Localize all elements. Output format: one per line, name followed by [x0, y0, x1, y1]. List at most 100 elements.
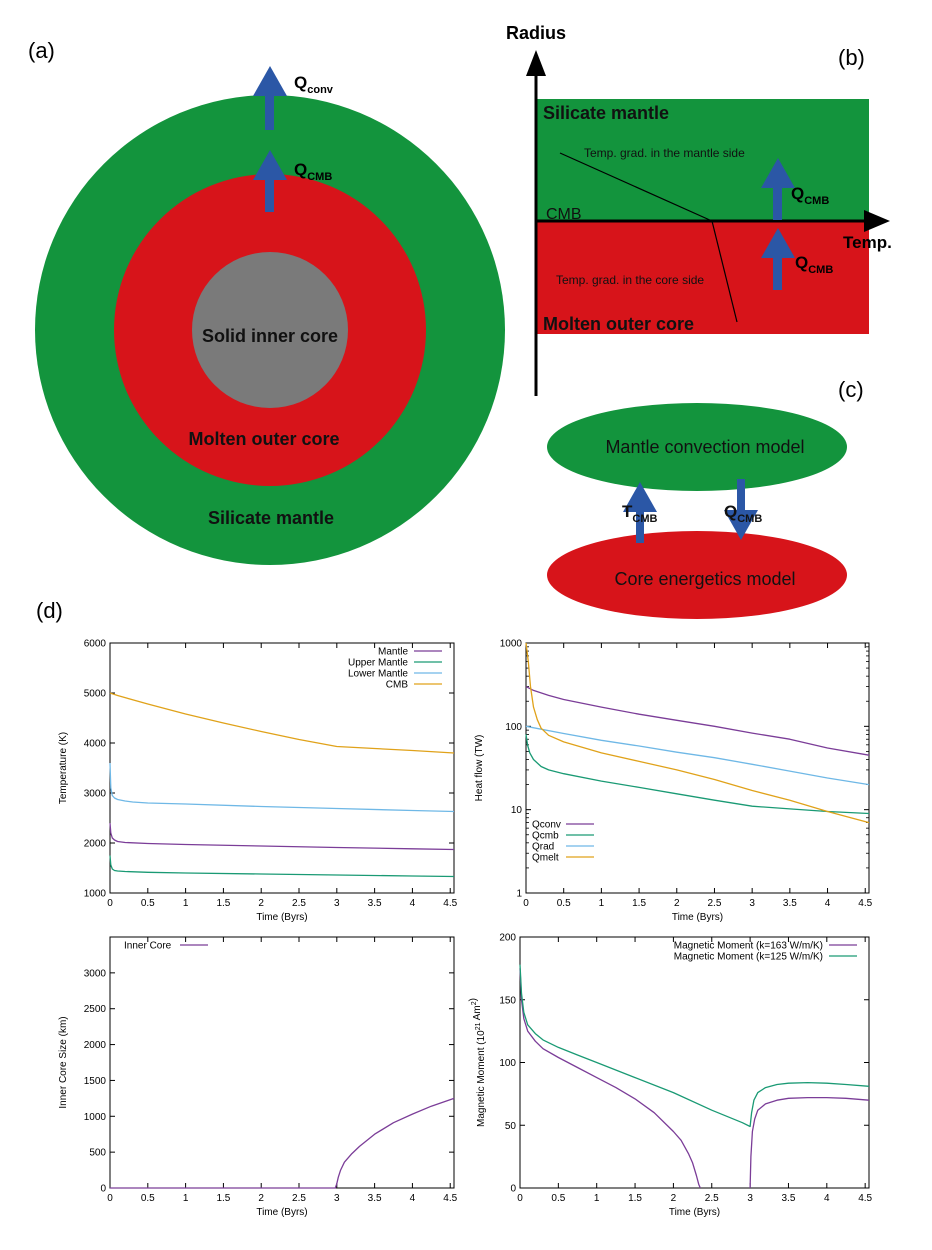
series-line — [525, 642, 870, 824]
y-tick-label: 100 — [499, 1058, 516, 1069]
y-axis-label: Inner Core Size (km) — [58, 1016, 69, 1108]
tcmb-up-arrow-icon — [623, 482, 657, 543]
series-line — [525, 734, 870, 815]
qconv-label: Qconv — [294, 73, 334, 96]
core-model-ellipse — [547, 531, 847, 619]
y-tick-label: 150 — [499, 995, 516, 1006]
panel-a-label: (a) — [28, 38, 55, 63]
panel-c-label: (c) — [838, 377, 864, 402]
legend-entry: Qrad — [532, 842, 554, 853]
mantle-model-ellipse — [547, 403, 847, 491]
mantle-band-label: Silicate mantle — [543, 103, 669, 123]
x-tick-label: 0 — [107, 898, 113, 909]
x-axis-label: Time (Byrs) — [256, 1207, 307, 1218]
plot-frame — [109, 936, 455, 1189]
y-tick-label: 3000 — [84, 789, 107, 800]
core-model-label: Core energetics model — [614, 569, 795, 589]
temp-axis-label: Temp. — [843, 233, 892, 252]
panel-b: (b) Radius Temp. Silicate mantle Molten … — [506, 23, 892, 396]
mantle-band — [536, 99, 869, 221]
legend-entry: Lower Mantle — [348, 669, 408, 680]
y-tick-label: 500 — [89, 1148, 106, 1159]
grad-mantle-label: Temp. grad. in the mantle side — [584, 146, 745, 160]
x-tick-label: 2.5 — [292, 1193, 306, 1204]
core-band — [536, 221, 869, 334]
x-tick-label: 3.5 — [368, 898, 382, 909]
legend-entry: Qconv — [532, 820, 561, 831]
y-tick-label: 2500 — [84, 1004, 107, 1015]
legend-entry: Qmelt — [532, 853, 559, 864]
radius-axis-arrowhead-icon — [526, 50, 546, 76]
series-line — [749, 1096, 870, 1189]
radius-axis-label: Radius — [506, 23, 566, 43]
series-line — [109, 692, 455, 754]
y-tick-label: 4000 — [84, 739, 107, 750]
x-tick-label: 0.5 — [551, 1193, 565, 1204]
x-tick-label: 0 — [523, 898, 529, 909]
legend-entry: Upper Mantle — [348, 658, 408, 669]
inner-core-label: Solid inner core — [202, 326, 338, 346]
legend-entry: Mantle — [378, 647, 408, 658]
core-gradient-line — [711, 220, 738, 323]
plot-frame — [519, 936, 870, 1189]
x-tick-label: 3.5 — [783, 898, 797, 909]
y-tick-label: 1 — [516, 889, 522, 900]
x-tick-label: 1 — [183, 898, 189, 909]
qcmb-bottom-arrow-icon — [761, 228, 795, 290]
grad-core-label: Temp. grad. in the core side — [556, 273, 704, 287]
cmb-label: CMB — [546, 206, 582, 223]
x-tick-label: 3.5 — [782, 1193, 796, 1204]
x-tick-label: 2.5 — [705, 1193, 719, 1204]
x-tick-label: 4 — [824, 1193, 830, 1204]
series-line — [109, 855, 455, 878]
x-tick-label: 1 — [599, 898, 605, 909]
x-tick-label: 4.5 — [443, 1193, 457, 1204]
x-tick-label: 2.5 — [292, 898, 306, 909]
y-tick-label: 2000 — [84, 1040, 107, 1051]
inner-core — [192, 252, 348, 408]
mantle-model-label: Mantle convection model — [605, 437, 804, 457]
y-tick-label: 10 — [511, 805, 523, 816]
x-tick-label: 3 — [749, 898, 755, 909]
series-line — [109, 762, 455, 813]
series-line — [110, 1097, 455, 1189]
plot-frame — [525, 642, 870, 894]
mantle-label: Silicate mantle — [208, 508, 334, 528]
series-line — [109, 822, 455, 851]
heat-flow-chart: 0 0.5 1 1.5 2 2.5 3 3.5 4 4.5 1 10 100 1000 Time (Byrs… — [474, 639, 873, 924]
x-tick-label: 2 — [258, 898, 264, 909]
y-tick-label: 5000 — [84, 689, 107, 700]
qconv-arrow-icon — [253, 66, 287, 130]
temperature-chart: 0 0.5 1 1.5 2 2.5 3 3.5 4 4.5 1000 2000 3000 4000 5000… — [58, 639, 458, 924]
qcmb-bottom-label: QCMB — [795, 253, 833, 276]
panel-b-label: (b) — [838, 45, 865, 70]
y-tick-label: 200 — [499, 933, 516, 944]
legend-entry: Magnetic Moment (k=125 W/m/K) — [674, 952, 823, 963]
x-tick-label: 4.5 — [858, 1193, 872, 1204]
x-tick-label: 2 — [674, 898, 680, 909]
y-tick-label: 0 — [100, 1184, 106, 1195]
mantle-gradient-line — [559, 152, 713, 222]
qcmb-top-label: QCMB — [791, 184, 829, 207]
x-tick-label: 4.5 — [443, 898, 457, 909]
x-tick-label: 3 — [334, 898, 340, 909]
outer-core-label: Molten outer core — [188, 429, 339, 449]
x-tick-label: 4 — [410, 898, 416, 909]
legend-entry: CMB — [386, 680, 409, 691]
y-tick-label: 100 — [505, 722, 522, 733]
x-tick-label: 1.5 — [216, 898, 230, 909]
x-tick-label: 0 — [517, 1193, 523, 1204]
y-axis-label: Heat flow (TW) — [474, 735, 485, 802]
y-axis-label: Temperature (K) — [58, 732, 69, 804]
qcmb-arrow-icon — [253, 150, 287, 212]
series-line — [525, 686, 870, 756]
legend-entry: Magnetic Moment (k=163 W/m/K) — [674, 941, 823, 952]
series-line — [525, 725, 870, 786]
qcmb-down-arrow-icon — [724, 479, 758, 540]
x-tick-label: 3 — [747, 1193, 753, 1204]
x-tick-label: 3.5 — [368, 1193, 382, 1204]
x-axis-label: Time (Byrs) — [672, 912, 723, 923]
y-tick-label: 0 — [510, 1184, 516, 1195]
x-tick-label: 1.5 — [632, 898, 646, 909]
x-tick-label: 2 — [671, 1193, 677, 1204]
